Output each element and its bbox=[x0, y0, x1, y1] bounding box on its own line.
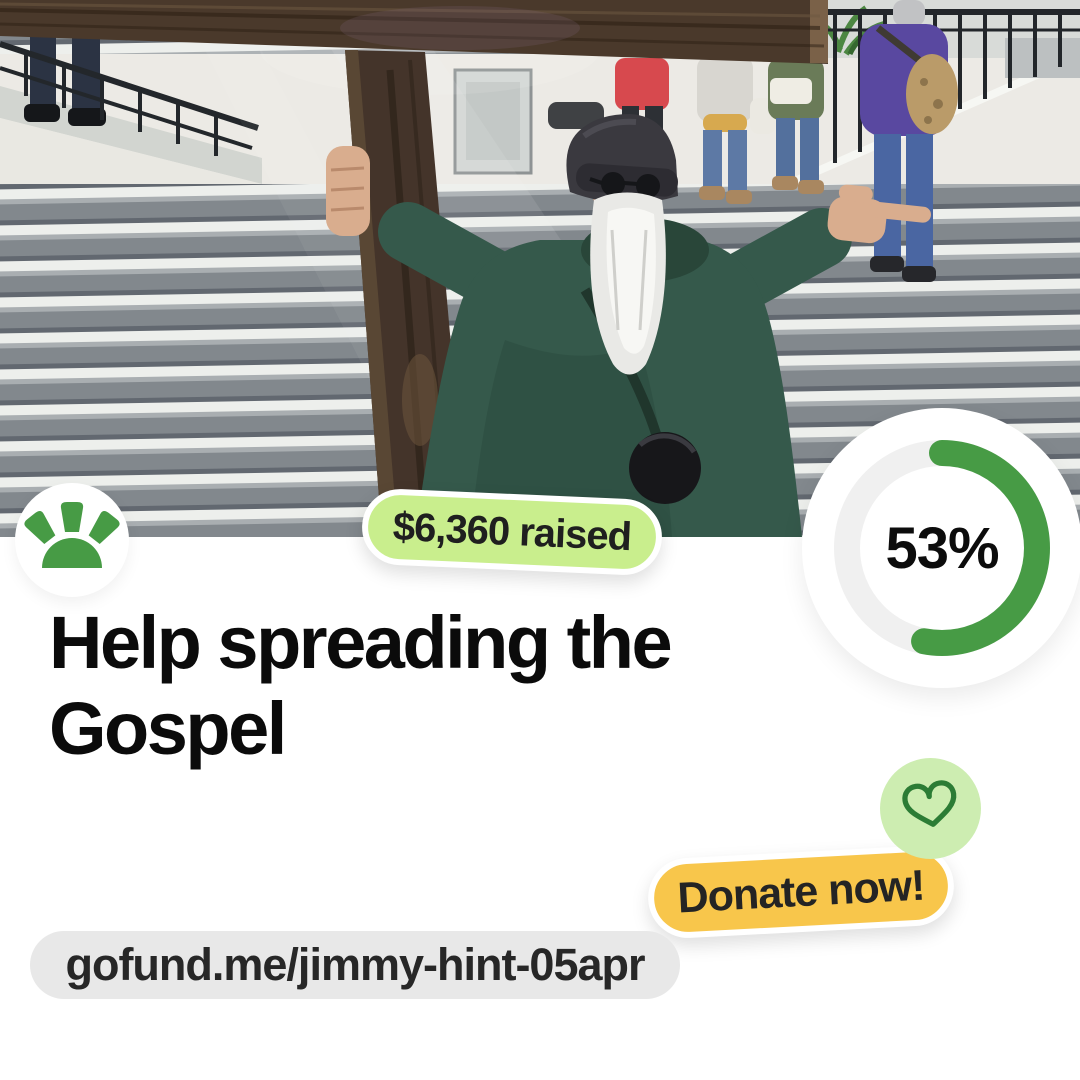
heart-icon bbox=[901, 779, 956, 827]
campaign-url-pill[interactable]: gofund.me/jimmy-hint-05apr bbox=[30, 931, 680, 999]
left-railing bbox=[0, 30, 259, 156]
progress-arc bbox=[834, 440, 1050, 656]
donate-button-label: Donate now! bbox=[676, 861, 926, 922]
sunglasses bbox=[589, 172, 660, 198]
campaign-photo bbox=[0, 0, 1080, 537]
progress-percent-label: 53% bbox=[885, 515, 999, 581]
heart-badge bbox=[880, 758, 981, 859]
progress-ring bbox=[834, 440, 1050, 656]
campaign-title-line1: Help spreading the bbox=[49, 601, 673, 684]
campaign-title-line2: Gospel bbox=[49, 687, 287, 770]
gofundme-logo-badge bbox=[15, 483, 129, 597]
photo-scene bbox=[0, 0, 1080, 537]
preacher-pointing-hand bbox=[827, 184, 932, 244]
gofundme-sunrise-icon bbox=[24, 502, 120, 568]
pouch bbox=[629, 432, 701, 504]
progress-badge: 53% bbox=[802, 408, 1080, 688]
person-white-cardigan bbox=[697, 56, 776, 204]
donate-button[interactable]: Donate now! bbox=[646, 844, 956, 940]
preacher bbox=[326, 114, 932, 537]
wall-sign bbox=[548, 102, 604, 129]
campaign-title: Help spreading the Gospel bbox=[49, 600, 809, 772]
person-olive-top bbox=[768, 58, 824, 194]
campaign-url-label: gofund.me/jimmy-hint-05apr bbox=[65, 939, 645, 990]
raised-badge-label: $6,360 raised bbox=[392, 504, 633, 559]
raised-badge: $6,360 raised bbox=[360, 487, 664, 577]
person-purple-jacket bbox=[860, 0, 958, 282]
preacher-left-hand bbox=[326, 146, 370, 236]
